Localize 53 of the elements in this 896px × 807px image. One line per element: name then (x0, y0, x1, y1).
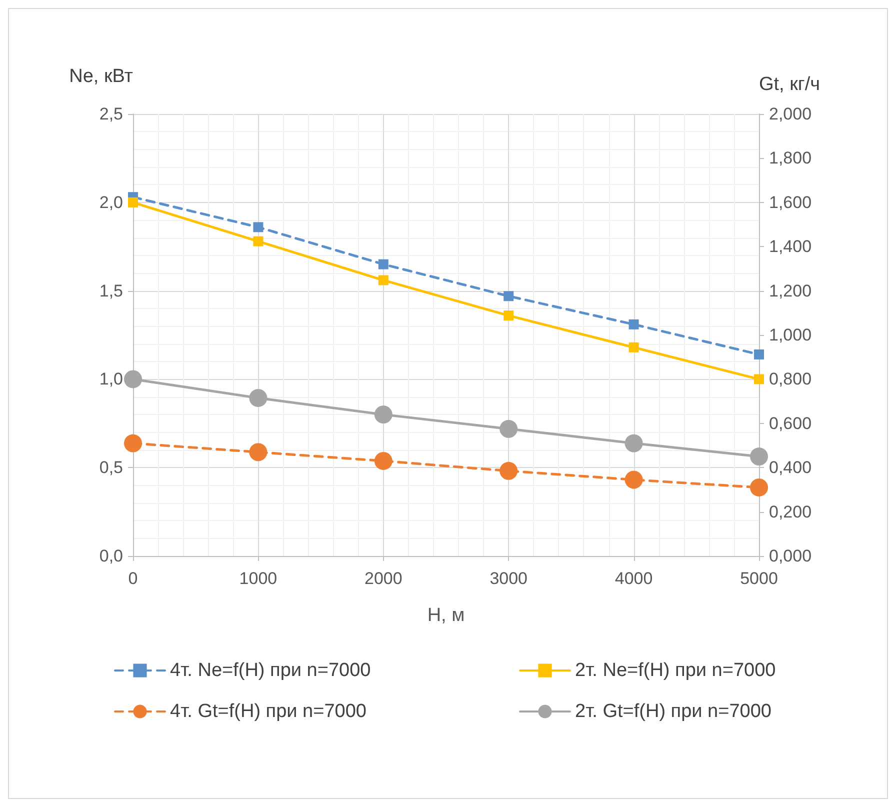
legend-label: 4т. Ne=f(H) при n=7000 (170, 660, 371, 681)
y2-tick-label: 0,400 (769, 458, 812, 478)
point (624, 434, 643, 452)
y-tick-label: 2,0 (99, 192, 123, 212)
point (624, 470, 643, 489)
y-tick-label: 2,5 (99, 104, 123, 124)
legend-label: 4т. Gt=f(H) при n=7000 (170, 701, 366, 722)
point (628, 319, 639, 330)
point (754, 349, 764, 360)
y2-tick-label: 0,600 (769, 414, 812, 433)
y-tick-label: 1,0 (99, 370, 123, 389)
y2-tick-label: 1,600 (769, 192, 812, 212)
point (504, 291, 514, 302)
y2-tick-label: 1,400 (769, 237, 812, 256)
point (500, 420, 518, 438)
y2-tick-label: 0,000 (769, 546, 812, 566)
x-tick-label: 3000 (490, 569, 528, 588)
x-tick-label: 1000 (239, 569, 278, 588)
point (374, 406, 392, 424)
x-tick-label: 4000 (614, 569, 653, 588)
legend-label: 2т. Ne=f(H) при n=7000 (575, 660, 776, 681)
point (628, 342, 639, 352)
y2-tick-label: 1,200 (769, 281, 812, 300)
x-tick-label: 0 (128, 569, 138, 588)
point (500, 462, 518, 480)
x-tick-label: 5000 (740, 569, 778, 588)
point (750, 478, 768, 496)
y2-axis-title: Gt, кг/ч (759, 74, 820, 95)
x-tick-label: 2000 (364, 569, 402, 588)
point (378, 259, 388, 270)
point (249, 443, 268, 462)
y2-tick-label: 1,000 (769, 326, 812, 344)
y2-tick-label: 0,800 (769, 370, 812, 389)
y-axis-title: Ne, кВт (69, 66, 134, 87)
y-tick-label: 1,5 (99, 281, 123, 300)
y2-tick-label: 1,800 (769, 148, 812, 168)
point (124, 370, 142, 388)
point (750, 448, 768, 466)
point (249, 388, 268, 407)
y2-tick-label: 2,000 (769, 104, 812, 124)
point (754, 374, 764, 384)
point (253, 236, 264, 246)
point (128, 197, 138, 208)
point (253, 222, 264, 232)
point (504, 310, 514, 321)
point (374, 452, 392, 470)
point (378, 275, 388, 286)
x-axis-title: H, м (427, 605, 465, 626)
y-tick-label: 0,5 (99, 458, 123, 478)
legend-label: 2т. Gt=f(H) при n=7000 (575, 701, 772, 722)
point (124, 434, 142, 452)
y2-tick-label: 0,200 (769, 502, 812, 522)
y-tick-label: 0,0 (99, 546, 123, 566)
